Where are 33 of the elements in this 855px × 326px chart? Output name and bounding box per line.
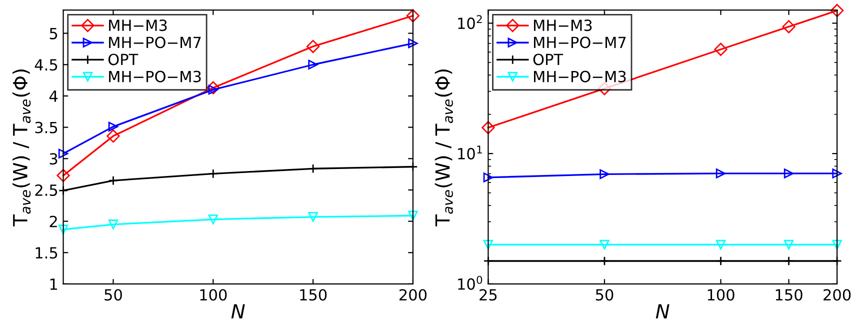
legend-label: MH−M3 [534, 20, 592, 32]
legend-label: MH−PO−M7 [534, 36, 626, 48]
y-tick-label: 3.5 [35, 122, 58, 134]
legend-label: OPT [108, 54, 138, 66]
x-tick-label: 200 [824, 289, 851, 301]
y-tick-label: 2.5 [35, 184, 58, 196]
y-axis-title: T$_{ave}$(W) / T$_{ave}$(Φ) [12, 70, 31, 226]
y-tick-label: 10$^{0}$ [458, 276, 482, 290]
y-tick-label: 2 [50, 216, 57, 228]
x-axis-title: N [656, 304, 670, 318]
x-tick-label: 50 [596, 289, 614, 301]
x-tick-label: 150 [300, 289, 327, 301]
x-tick-label: 150 [776, 289, 802, 301]
x-tick-label: 25 [480, 289, 497, 301]
x-tick-label: 100 [708, 289, 734, 301]
y-axis-title: T$_{ave}$(W) / T$_{ave}$(Φ) [434, 70, 453, 226]
legend-label: MH−M3 [109, 20, 167, 32]
y-tick-label: 4 [49, 90, 58, 102]
legend-label: MH−PO−M3 [109, 70, 201, 82]
y-tick-label: 1.5 [36, 247, 58, 259]
legend-label: MH−PO−M7 [109, 36, 201, 48]
y-tick-label: 5 [50, 28, 58, 40]
legend-label: OPT [533, 54, 564, 66]
y-tick-label: 1 [50, 278, 57, 290]
y-tick-label: 10$^{2}$ [458, 15, 482, 30]
y-tick-label: 4.5 [34, 59, 58, 71]
y-tick-label: 10$^{1}$ [458, 146, 482, 160]
x-axis-title: N [231, 304, 245, 318]
legend-label: MH−PO−M3 [534, 70, 626, 82]
x-tick-label: 50 [104, 289, 122, 301]
x-tick-label: 200 [400, 289, 427, 301]
y-tick-label: 3 [50, 153, 58, 165]
x-tick-label: 100 [200, 289, 227, 301]
